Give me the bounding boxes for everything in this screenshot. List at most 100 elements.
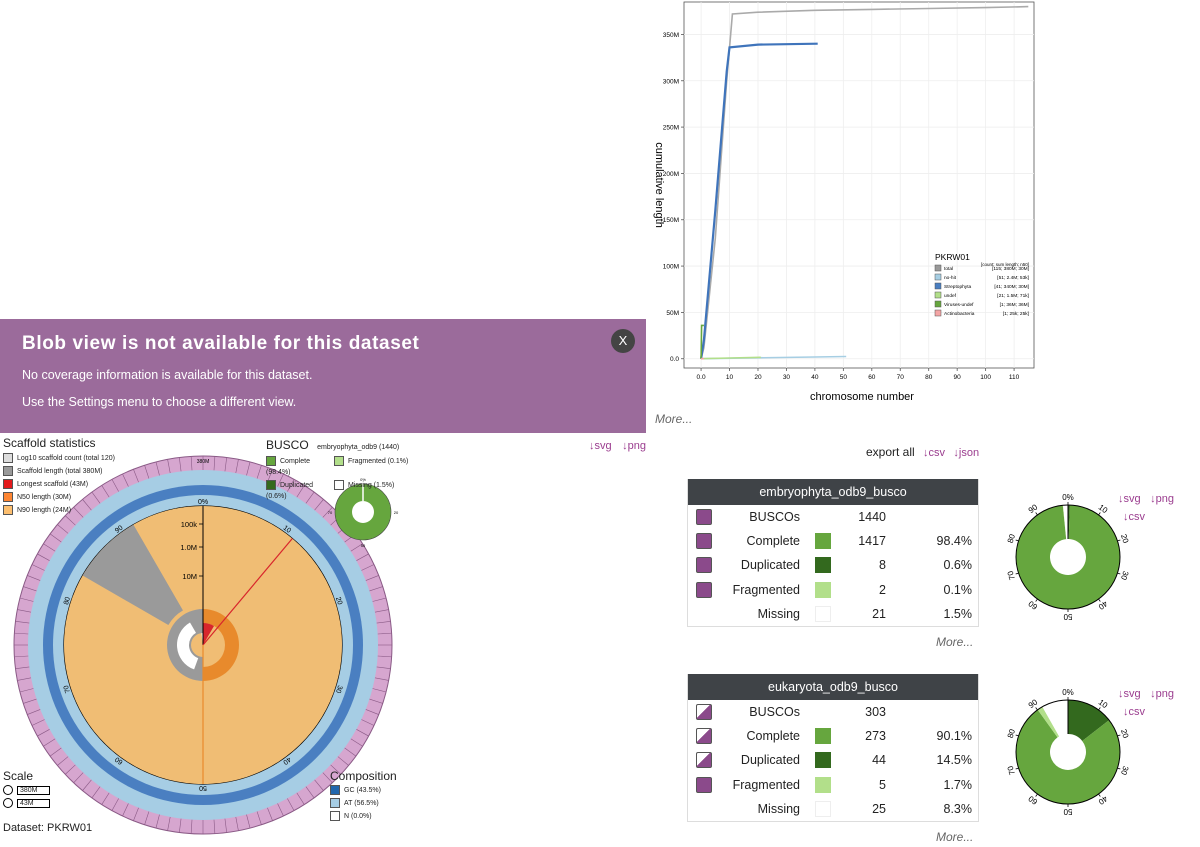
x-tick-label: 40 <box>811 374 819 381</box>
busco-more-link[interactable]: More... <box>936 635 974 649</box>
scale-segment <box>296 485 305 498</box>
scale-segment <box>277 803 284 817</box>
busco-row: Complete 273 90.1% <box>688 724 978 748</box>
scale-segment <box>374 609 389 613</box>
scale-value-total: 380M <box>16 785 50 795</box>
scale-segment <box>57 524 69 534</box>
legend-swatch <box>334 480 344 491</box>
donut-percent-label: 0% <box>1062 493 1074 502</box>
y-tick-label: 100M <box>663 264 679 271</box>
scale-segment <box>322 507 333 518</box>
legend-swatch <box>334 456 344 467</box>
donut-percent-label: 80 <box>1006 727 1017 739</box>
legend-label: Log10 scaffold count (total 120) <box>17 455 115 462</box>
donut-percent-label: 30 <box>1119 570 1130 582</box>
donut-tick <box>1098 598 1101 602</box>
busco-color-swatch <box>815 581 831 598</box>
snail-plot-panel: ↓svg ↓png 0% 10 20 30 40 50 60 70 80 90 100k 1.0M 1… <box>0 433 646 847</box>
scaffold-stats-legend: Scaffold statistics Log10 scaffold count… <box>3 436 115 518</box>
donut-tick <box>1015 539 1019 542</box>
scale-segment <box>27 709 41 715</box>
row-select-toggle[interactable] <box>696 509 712 525</box>
busco-donut-0: 0% 10 20 30 40 50 60 70 80 90 <box>1006 493 1131 621</box>
busco-row-count: 303 <box>865 705 886 719</box>
snail-export-png[interactable]: ↓png <box>622 440 646 452</box>
donut-tick <box>1035 793 1038 797</box>
row-select-toggle[interactable] <box>696 728 712 745</box>
plot-legend: PKRW01 [count; sum length; n50] total [11… <box>934 252 1029 317</box>
legend-swatch <box>330 785 340 796</box>
busco-more-link[interactable]: More... <box>936 830 974 844</box>
legend-swatch <box>3 466 13 477</box>
row-select-toggle[interactable] <box>696 704 712 720</box>
busco-export-png[interactable]: ↓png <box>1150 493 1174 505</box>
scale-segment <box>43 738 56 747</box>
busco-row-percent: 0.6% <box>943 558 973 573</box>
busco-export-csv[interactable]: ↓csv <box>1123 706 1145 718</box>
export-all-csv[interactable]: ↓csv <box>923 447 946 459</box>
radial-tick-label: 10M <box>182 572 197 581</box>
composition-item: N (0.0%) <box>330 811 397 824</box>
donut-tick <box>1117 767 1121 770</box>
scale-segment <box>350 738 363 747</box>
donut-tick <box>1098 512 1101 516</box>
scale-segment <box>372 597 387 602</box>
export-all-json[interactable]: ↓json <box>953 447 980 459</box>
scale-title: Scale <box>3 769 34 783</box>
snail-export-links: ↓svg ↓png <box>589 436 646 454</box>
legend-swatch <box>330 811 340 822</box>
legend-title: PKRW01 <box>935 252 970 262</box>
busco-export-png[interactable]: ↓png <box>1150 688 1174 700</box>
scale-segment <box>296 792 305 805</box>
snail-export-svg[interactable]: ↓svg <box>589 440 612 452</box>
mini-donut-label: 0% <box>360 477 366 482</box>
close-banner-button[interactable]: X <box>611 329 635 353</box>
busco-color-swatch <box>815 776 831 793</box>
donut-missing <box>1042 700 1068 737</box>
scale-segment <box>350 543 363 552</box>
donut-tick <box>1015 734 1019 737</box>
busco-row: Duplicated 44 14.5% <box>688 748 978 772</box>
legend-swatch <box>934 282 942 290</box>
legend-label: Fragmented (0.1%) <box>348 458 409 465</box>
scale-segment <box>330 764 341 775</box>
scale-segment <box>23 698 37 704</box>
legend-item-name: Streptophyta <box>944 284 972 290</box>
busco-export-svg[interactable]: ↓svg <box>1118 493 1141 505</box>
scale-segment <box>49 533 62 543</box>
scale-segment <box>19 688 34 693</box>
busco-export-csv[interactable]: ↓csv <box>1123 511 1145 523</box>
row-select-toggle[interactable] <box>696 533 712 550</box>
scaffold-length-area <box>82 524 183 625</box>
busco-row-count: 8 <box>879 558 886 573</box>
scale-segment <box>19 597 34 602</box>
scale-segment <box>15 621 30 624</box>
scale-segment <box>122 803 129 817</box>
legend-label: Duplicated (0.6%) <box>266 482 314 500</box>
percent-label: 90 <box>114 525 125 535</box>
y-tick-label: 50M <box>666 310 679 317</box>
row-select-toggle[interactable] <box>696 752 712 769</box>
busco-row-percent: 90.1% <box>936 729 972 744</box>
scale-segment <box>377 655 392 658</box>
legend-label: N (0.0%) <box>344 813 372 820</box>
scale-segment <box>73 772 84 783</box>
scale-segment <box>111 479 119 492</box>
busco-export-svg[interactable]: ↓svg <box>1118 688 1141 700</box>
scale-segment <box>314 499 324 511</box>
plot-more-link[interactable]: More... <box>655 412 693 426</box>
row-select-toggle[interactable] <box>696 776 712 793</box>
row-select-toggle[interactable] <box>696 557 712 574</box>
scale-segment <box>144 465 150 479</box>
x-tick-label: 0.0 <box>697 374 706 381</box>
mini-donut-label: 70 <box>328 510 333 515</box>
x-tick-label: 80 <box>925 374 933 381</box>
legend-item-stats: [1; 36M; 36M] <box>1000 302 1029 308</box>
scale-segment <box>57 756 69 766</box>
scale-segment <box>111 798 119 811</box>
snail-busco-lineage: embryophyta_odb9 (1440) <box>317 444 400 451</box>
row-select-toggle[interactable] <box>696 581 712 598</box>
series-line-undef <box>701 356 761 360</box>
plot-area <box>683 1 1035 369</box>
scale-segment <box>14 655 29 658</box>
